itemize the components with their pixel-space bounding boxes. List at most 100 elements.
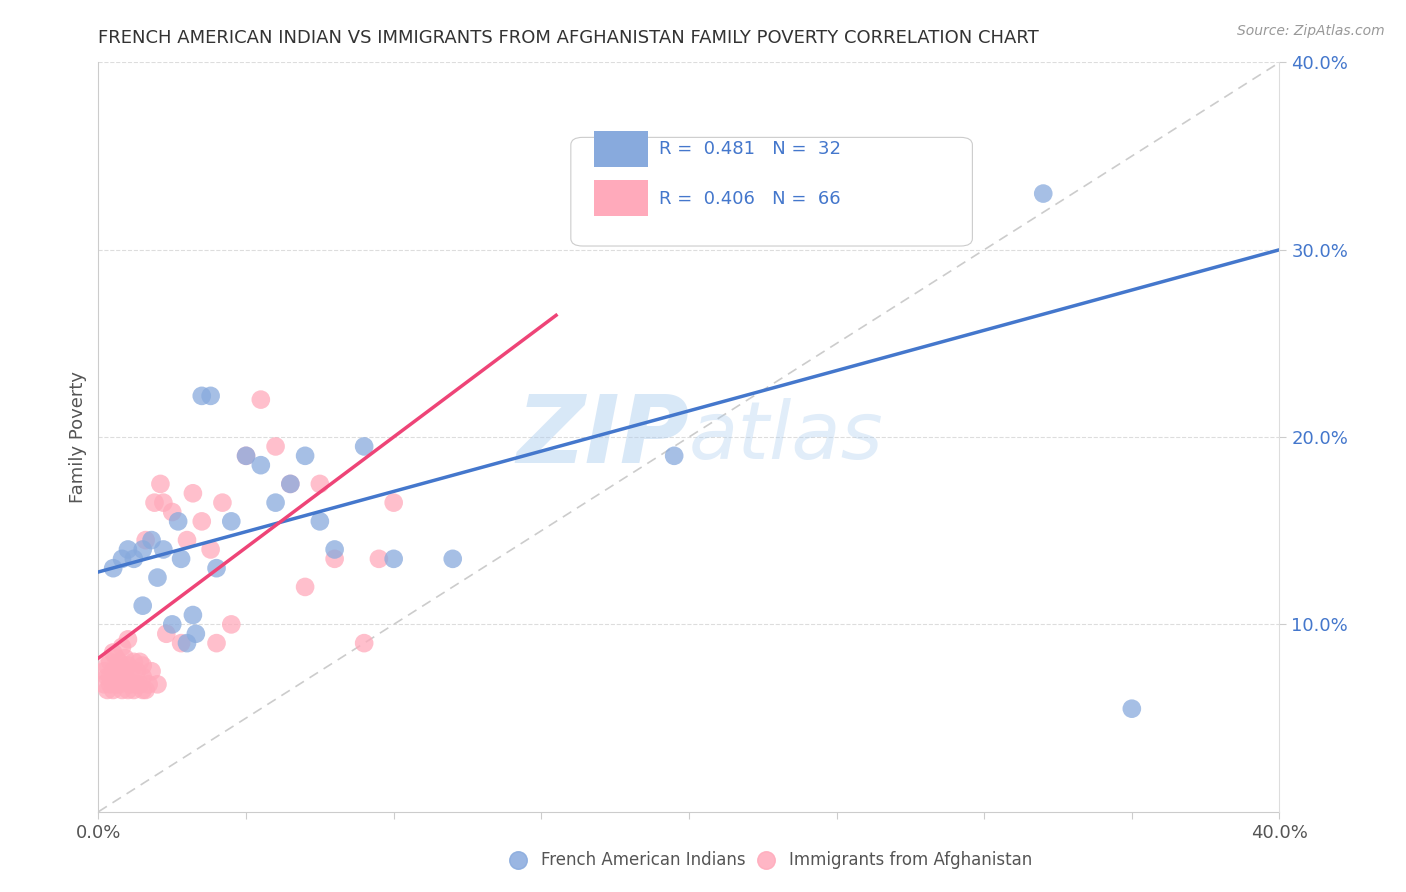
Point xyxy=(280,476,302,491)
Point xyxy=(205,636,228,650)
Point xyxy=(111,670,134,684)
Point xyxy=(111,683,134,698)
Point xyxy=(152,542,174,557)
Point xyxy=(221,617,243,632)
Point xyxy=(132,542,155,557)
Point xyxy=(98,670,121,684)
Point xyxy=(235,449,257,463)
Point xyxy=(120,664,142,679)
Point xyxy=(235,449,257,463)
Point xyxy=(93,677,115,691)
Text: atlas: atlas xyxy=(689,398,884,476)
Text: ZIP: ZIP xyxy=(516,391,689,483)
Point xyxy=(149,476,172,491)
Point xyxy=(200,542,222,557)
Point xyxy=(108,677,131,691)
Point xyxy=(128,655,150,669)
Point xyxy=(103,673,125,688)
Point xyxy=(191,514,214,528)
Point xyxy=(122,683,145,698)
Point xyxy=(120,677,142,691)
Text: R =  0.481   N =  32: R = 0.481 N = 32 xyxy=(659,140,841,158)
Point xyxy=(111,551,134,566)
Point xyxy=(250,392,273,407)
Point xyxy=(146,677,169,691)
Point xyxy=(181,608,204,623)
Point xyxy=(105,651,128,665)
Point xyxy=(103,683,125,698)
Point xyxy=(353,440,375,453)
Point xyxy=(114,664,136,679)
Point xyxy=(125,677,148,691)
Point xyxy=(141,533,163,547)
Point xyxy=(167,514,190,528)
Point xyxy=(132,670,155,684)
Point xyxy=(176,533,198,547)
FancyBboxPatch shape xyxy=(571,137,973,246)
Point xyxy=(211,496,233,510)
Point xyxy=(105,677,128,691)
Point xyxy=(117,683,139,698)
Point xyxy=(108,655,131,669)
Point xyxy=(122,551,145,566)
Point xyxy=(382,551,405,566)
Point xyxy=(294,449,316,463)
Text: R =  0.406   N =  66: R = 0.406 N = 66 xyxy=(659,190,841,208)
Point xyxy=(155,626,177,640)
Point xyxy=(162,505,183,519)
Point xyxy=(170,636,193,650)
Point xyxy=(125,664,148,679)
Point xyxy=(264,440,287,453)
Point xyxy=(368,551,391,566)
Point xyxy=(664,449,686,463)
Point xyxy=(152,496,174,510)
Point xyxy=(103,646,125,660)
Point xyxy=(103,561,125,575)
Point xyxy=(117,673,139,688)
Point xyxy=(132,658,155,673)
Point xyxy=(96,658,118,673)
Point xyxy=(205,561,228,575)
Point xyxy=(170,551,193,566)
Point xyxy=(191,389,214,403)
Point xyxy=(146,571,169,585)
Point xyxy=(132,683,155,698)
Point xyxy=(250,458,273,473)
Point xyxy=(103,664,125,679)
Point xyxy=(1121,701,1143,715)
Point xyxy=(98,677,121,691)
Point xyxy=(98,655,121,669)
Point xyxy=(280,476,302,491)
Point xyxy=(181,486,204,500)
Point xyxy=(117,658,139,673)
Point xyxy=(128,677,150,691)
Point xyxy=(184,626,207,640)
Point xyxy=(117,632,139,647)
Point xyxy=(323,551,346,566)
Point xyxy=(117,542,139,557)
FancyBboxPatch shape xyxy=(595,131,648,168)
Point xyxy=(309,514,332,528)
Point xyxy=(323,542,346,557)
Point xyxy=(96,683,118,698)
Point xyxy=(135,683,157,698)
Point xyxy=(93,664,115,679)
Point xyxy=(382,496,405,510)
Point xyxy=(122,655,145,669)
Point xyxy=(111,640,134,654)
Point xyxy=(353,636,375,650)
Point xyxy=(221,514,243,528)
Point xyxy=(176,636,198,650)
Point xyxy=(135,533,157,547)
Point xyxy=(1032,186,1054,201)
Y-axis label: Family Poverty: Family Poverty xyxy=(69,371,87,503)
Point xyxy=(441,551,464,566)
Text: Source: ZipAtlas.com: Source: ZipAtlas.com xyxy=(1237,24,1385,38)
Point xyxy=(162,617,183,632)
Point xyxy=(138,677,160,691)
Point xyxy=(108,666,131,681)
Point xyxy=(132,599,155,613)
Text: Immigrants from Afghanistan: Immigrants from Afghanistan xyxy=(789,852,1032,870)
FancyBboxPatch shape xyxy=(595,180,648,216)
Point xyxy=(96,670,118,684)
